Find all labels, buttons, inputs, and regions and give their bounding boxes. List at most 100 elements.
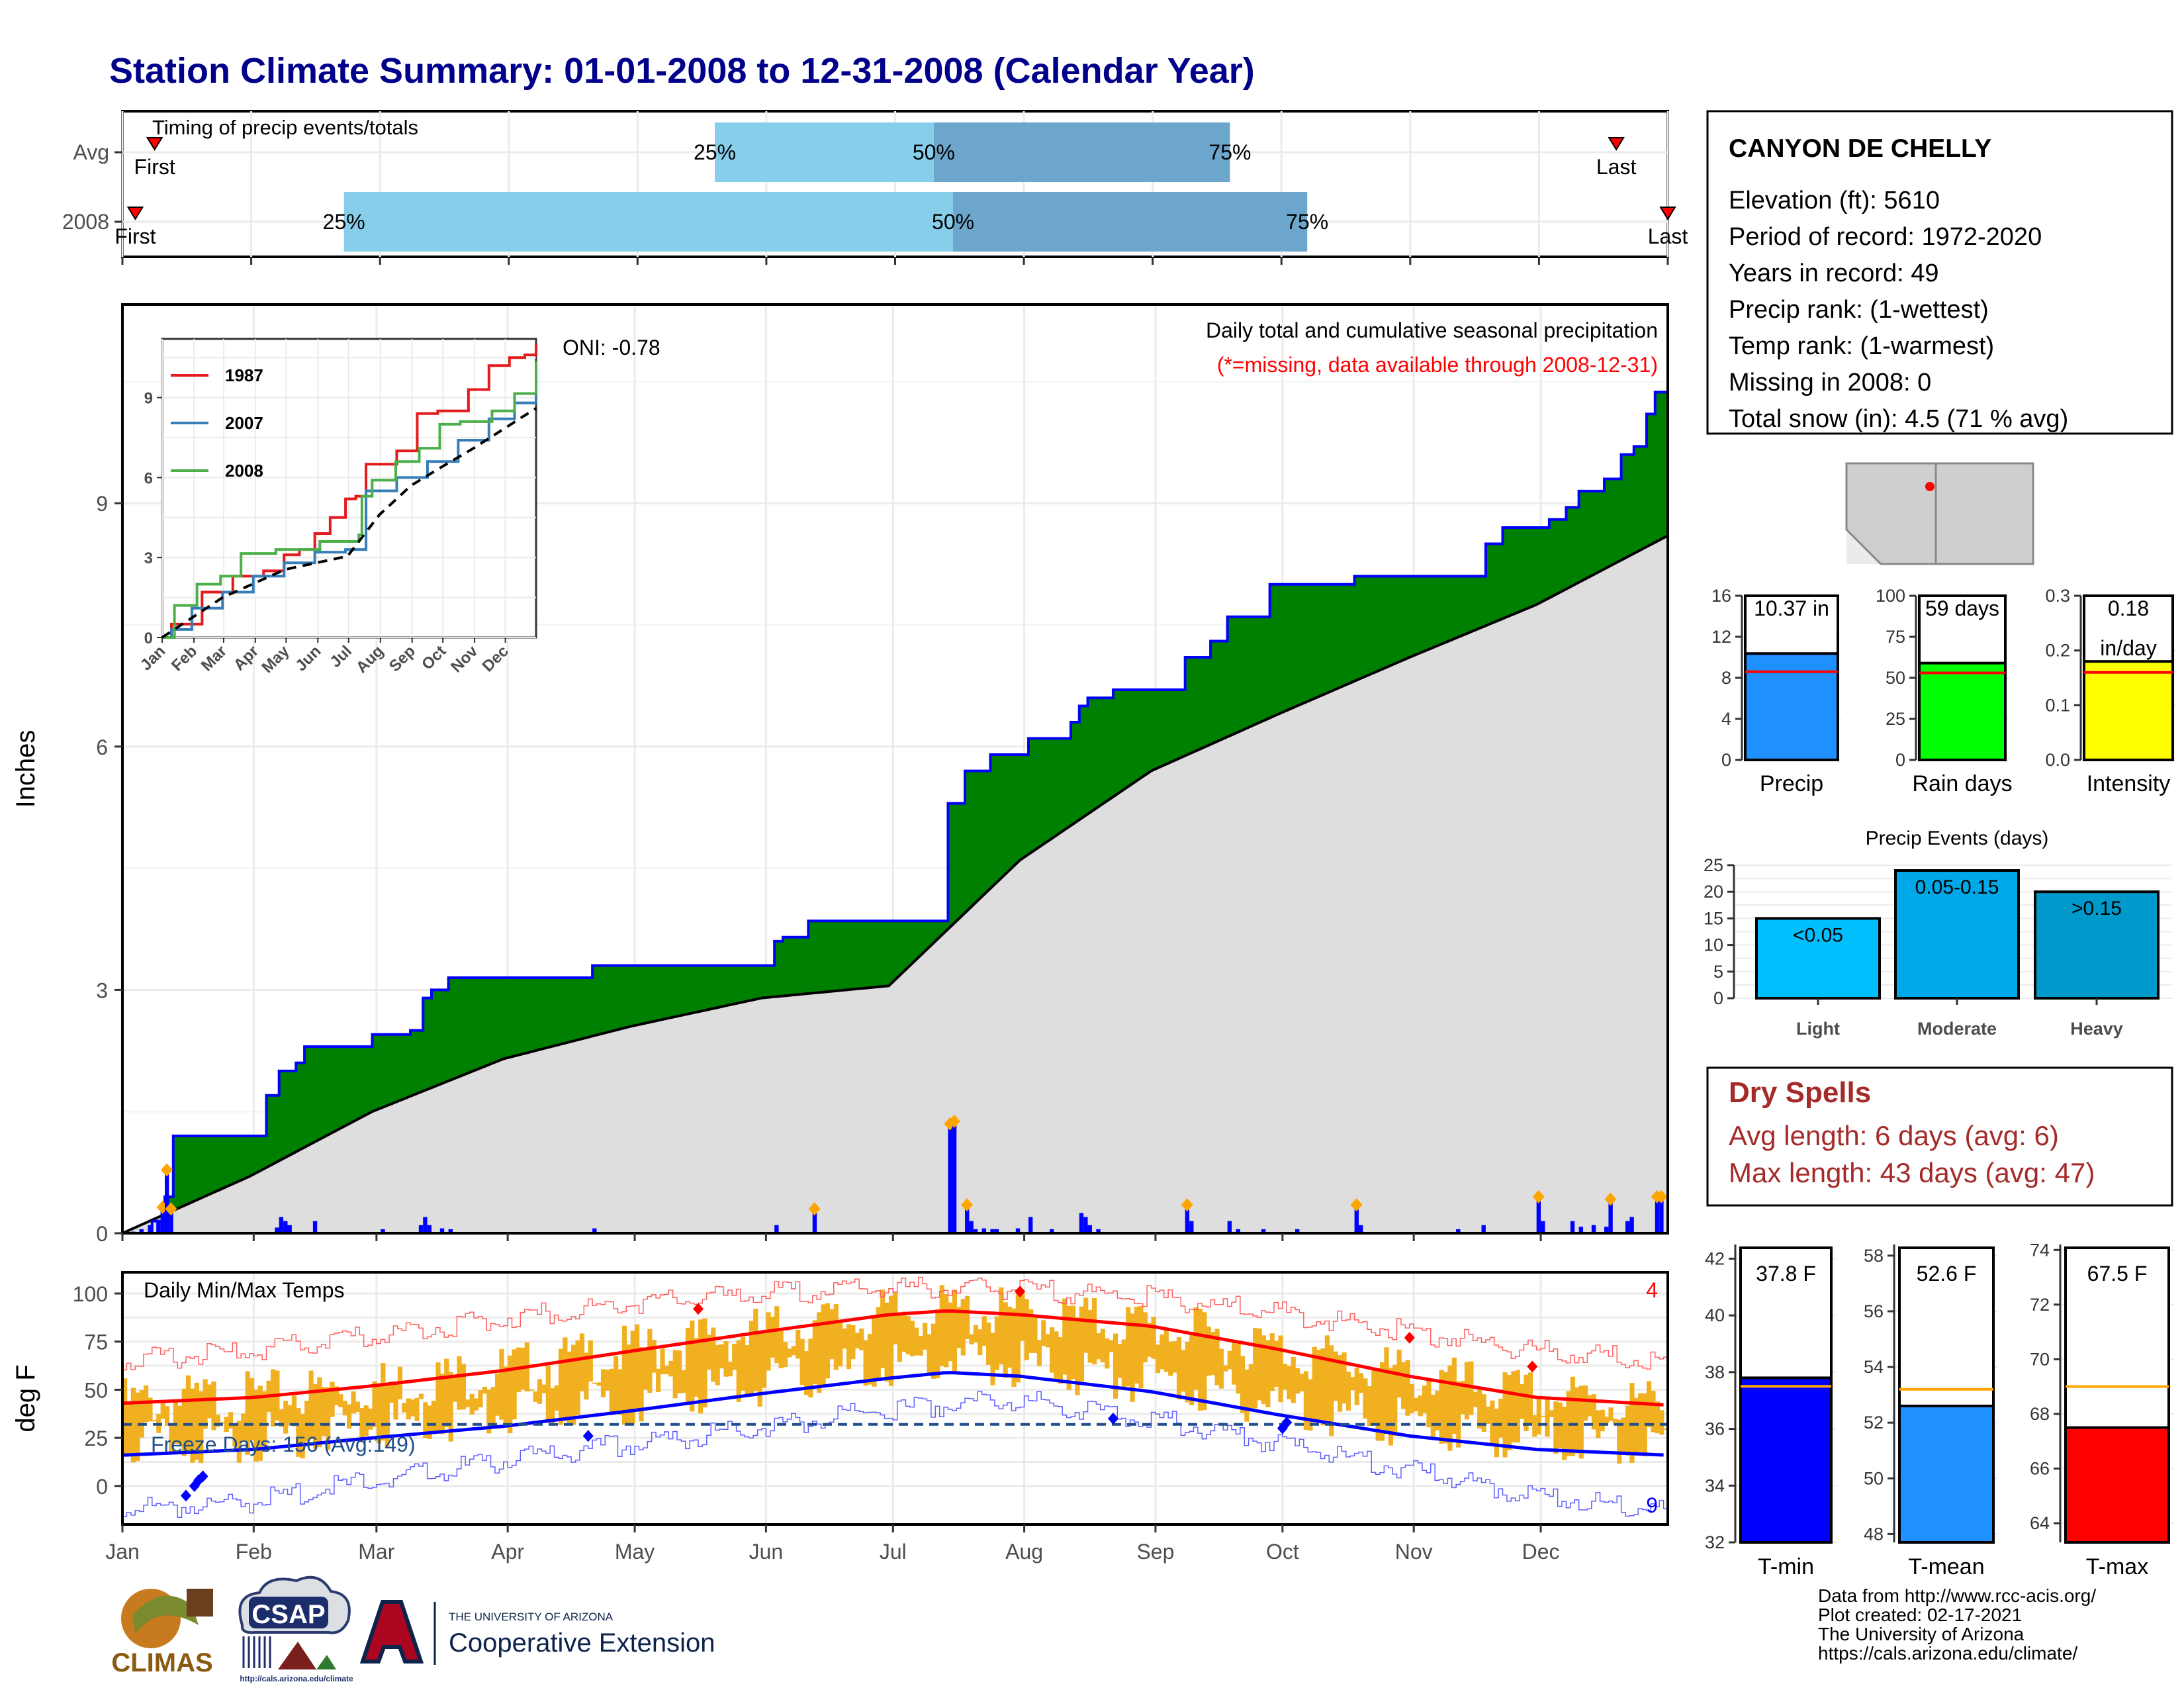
daily-temp-bar	[469, 1393, 475, 1415]
timing-last-label: Last	[1648, 224, 1688, 248]
tempbar-ytick-label: 32	[1705, 1532, 1725, 1552]
daily-temp-bar	[270, 1369, 276, 1427]
daily-temp-bar	[228, 1412, 234, 1429]
daily-temp-bar	[206, 1384, 212, 1419]
daily-precip-bar	[439, 1228, 445, 1233]
daily-temp-bar	[376, 1383, 382, 1444]
daily-temp-bar	[1638, 1393, 1643, 1452]
daily-temp-bar	[749, 1321, 754, 1394]
climas-leaf-icon	[132, 1595, 199, 1634]
daily-precip-bar	[275, 1227, 279, 1233]
daily-temp-bar	[1202, 1312, 1207, 1411]
month-label: Apr	[491, 1540, 524, 1564]
daily-precip-bar	[973, 1229, 978, 1233]
temperature-summary-bars: 32 34 36 38 40 42 37.8 F T-min 48 50 52 54 56 58 52.6 …	[1705, 1240, 2174, 1579]
daily-precip-bar	[1608, 1199, 1613, 1233]
daily-temp-bar	[948, 1302, 953, 1362]
daily-temp-bar	[402, 1403, 407, 1413]
station-name: CANYON DE CHELLY	[1729, 134, 1991, 163]
daily-temp-bar	[389, 1382, 394, 1403]
daily-temp-bar	[643, 1349, 649, 1390]
normal-min-line	[122, 1371, 1664, 1457]
daily-temp-bar	[1232, 1341, 1237, 1385]
daily-temp-bar	[1536, 1398, 1541, 1434]
daily-temp-bar	[537, 1379, 543, 1404]
daily-temp-bar	[690, 1320, 695, 1412]
daily-temp-bar	[872, 1317, 877, 1387]
precip-ytick-label: 6	[96, 735, 108, 759]
daily-temp-bar	[867, 1334, 873, 1385]
daily-temp-bar	[499, 1348, 504, 1420]
inset-series-2008	[162, 361, 537, 639]
daily-temp-bar	[330, 1382, 335, 1417]
daily-temp-bar	[381, 1363, 386, 1441]
daily-temp-bar	[838, 1321, 843, 1367]
daily-temp-bar	[1502, 1372, 1508, 1458]
timing-row-label: 2008	[62, 210, 109, 234]
daily-temp-bar	[741, 1336, 746, 1391]
daily-precip-bar	[279, 1217, 284, 1233]
daily-temp-bar	[706, 1335, 712, 1370]
daily-temp-bar	[605, 1370, 610, 1391]
daily-temp-bar	[956, 1307, 962, 1348]
timing-first-label: First	[114, 224, 156, 248]
timing-first-marker	[126, 207, 144, 220]
daily-precip-bar	[774, 1225, 779, 1233]
daily-temp-bar	[736, 1340, 741, 1402]
daily-temp-bar	[664, 1366, 670, 1375]
daily-temp-bar	[418, 1393, 424, 1399]
daily-temp-bar	[812, 1320, 817, 1385]
daily-temp-bar	[651, 1340, 657, 1373]
daily-temp-bar	[1562, 1406, 1567, 1460]
daily-precip-bar	[1536, 1196, 1541, 1233]
events-ytick-label: 0	[1713, 988, 1723, 1008]
footer-line: Data from http://www.rcc-acis.org/	[1818, 1585, 2096, 1606]
month-label: Jan	[105, 1540, 140, 1564]
daily-temp-bar	[1600, 1409, 1605, 1432]
daily-temp-bar	[981, 1316, 987, 1346]
daily-temp-bar	[1541, 1415, 1546, 1417]
daily-temp-bar	[1185, 1341, 1190, 1403]
temp-plot-area	[122, 1276, 1668, 1519]
daily-temp-bar	[621, 1325, 627, 1425]
daily-temp-bar	[173, 1401, 178, 1444]
daily-precip-bar	[1359, 1225, 1363, 1233]
logos: CLIMAS CSAP http://cals.arizona.edu/climat…	[111, 1575, 715, 1683]
daily-temp-bar	[473, 1398, 479, 1411]
heavy-precip-marker	[1350, 1198, 1363, 1212]
daily-temp-bar	[1342, 1352, 1347, 1404]
month-label: Feb	[236, 1540, 272, 1564]
daily-temp-bar	[1359, 1373, 1364, 1393]
daily-temp-bar	[711, 1327, 716, 1382]
daily-temp-bar	[935, 1309, 940, 1379]
daily-precip-bar	[1236, 1229, 1240, 1233]
daily-temp-bar	[439, 1374, 445, 1434]
daily-temp-bar	[1583, 1385, 1588, 1421]
daily-temp-bar	[368, 1408, 373, 1430]
daily-temp-bar	[944, 1294, 949, 1368]
summary-ytick-label: 4	[1721, 709, 1731, 729]
timing-p50-label: 50%	[932, 210, 974, 234]
daily-temp-bar	[592, 1382, 598, 1384]
daily-temp-bar	[694, 1338, 699, 1397]
daily-temp-bar	[160, 1402, 165, 1419]
daily-temp-bar	[1320, 1348, 1326, 1426]
daily-temp-bar	[414, 1397, 420, 1421]
daily-temp-bar	[148, 1397, 153, 1422]
events-title: Precip Events (days)	[1866, 827, 2049, 849]
daily-temp-bar	[647, 1329, 653, 1393]
daily-precip-bar	[1629, 1217, 1634, 1233]
dry-spells-box: Dry Spells Avg length: 6 days (avg: 6) Max…	[1706, 1066, 2173, 1207]
daily-temp-bar	[279, 1409, 284, 1427]
daily-temp-bar	[1253, 1328, 1258, 1409]
daily-temp-bar	[1659, 1410, 1664, 1435]
events-category-label: Light	[1796, 1019, 1840, 1039]
daily-temp-bar	[1612, 1419, 1618, 1425]
daily-temp-bar	[1117, 1344, 1122, 1378]
daily-temp-bar	[965, 1295, 970, 1339]
daily-temp-bar	[584, 1352, 589, 1400]
daily-temp-bar	[1651, 1390, 1656, 1432]
daily-temp-bar	[1494, 1408, 1499, 1458]
daily-temp-bar	[1138, 1306, 1144, 1389]
